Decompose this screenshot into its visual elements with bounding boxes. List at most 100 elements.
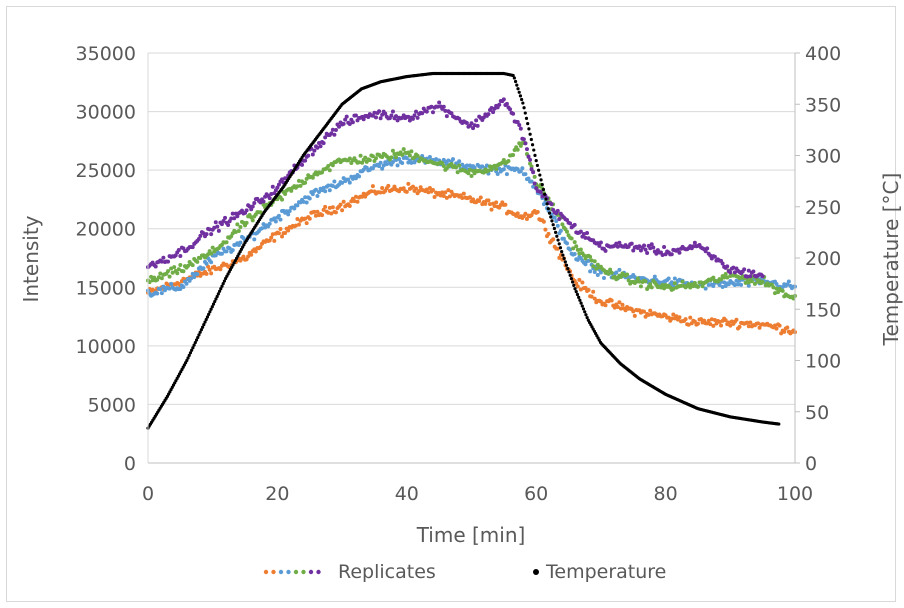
replicate-point [648, 246, 653, 251]
temperature-point [532, 148, 536, 152]
replicate-point [326, 163, 331, 168]
temperature-point [516, 87, 520, 91]
replicate-point [178, 287, 183, 292]
temperature-point [187, 353, 191, 357]
replicate-point [235, 222, 240, 227]
replicate-point [642, 243, 647, 248]
replicate-point [175, 271, 180, 276]
replicate-point [357, 160, 362, 165]
legend-replicate-dot [278, 569, 284, 575]
replicate-point [561, 236, 566, 241]
replicate-point [466, 171, 471, 176]
replicate-point [660, 252, 665, 257]
replicate-point [632, 313, 637, 318]
replicate-point [320, 213, 325, 218]
replicate-point [417, 189, 422, 193]
replicate-point [447, 194, 452, 199]
replicate-point [295, 203, 300, 208]
replicate-point [370, 154, 375, 159]
legend-replicate-dot [316, 569, 321, 575]
replicate-point [786, 279, 791, 284]
replicate-point [415, 153, 420, 158]
replicate-point [270, 232, 275, 237]
replicate-point [620, 302, 625, 307]
replicate-point [739, 282, 744, 287]
replicate-point [276, 213, 281, 218]
replicate-point [691, 244, 696, 249]
replicate-point [743, 280, 748, 285]
replicate-point [333, 128, 338, 133]
replicate-point [577, 277, 582, 282]
replicate-point [645, 250, 650, 255]
replicate-point [369, 189, 374, 194]
replicate-point [454, 165, 459, 170]
replicate-point [528, 157, 533, 162]
replicate-point [511, 152, 516, 157]
replicate-point [167, 274, 172, 279]
replicate-point [660, 282, 665, 287]
replicate-point [581, 253, 586, 258]
replicate-point [623, 308, 628, 313]
replicate-point [386, 183, 391, 188]
replicate-point [515, 147, 520, 152]
replicate-point [591, 264, 596, 269]
replicate-point [321, 141, 326, 146]
replicate-point [410, 184, 415, 189]
replicate-point [608, 267, 613, 272]
temperature-point [558, 246, 563, 250]
x-tick-label: 0 [142, 483, 154, 505]
replicate-point [330, 127, 335, 132]
replicate-point [283, 191, 288, 196]
replicate-point [722, 280, 727, 285]
replicate-point [441, 194, 446, 199]
replicate-point [147, 280, 152, 285]
replicate-point [552, 215, 557, 220]
replicate-point [426, 190, 431, 195]
replicate-point [746, 283, 751, 288]
replicate-point [757, 325, 762, 330]
replicate-point [595, 273, 600, 278]
replicate-point [774, 326, 779, 331]
temperature-point [530, 143, 535, 147]
temperature-point [192, 343, 196, 347]
replicate-point [307, 216, 312, 221]
replicate-point [583, 262, 588, 267]
replicate-point [209, 271, 214, 276]
replicate-point [323, 204, 328, 209]
replicate-point [176, 267, 181, 272]
replicate-point [280, 177, 285, 182]
replicate-point [195, 259, 200, 264]
replicate-point [272, 191, 277, 196]
temperature-point [573, 287, 577, 291]
replicate-point [337, 124, 342, 129]
replicate-point [706, 318, 711, 323]
replicate-point [652, 274, 657, 279]
replicate-point [578, 229, 583, 234]
gridlines [148, 52, 795, 405]
replicate-point [732, 270, 737, 275]
replicate-point [469, 174, 474, 179]
temperature-point [538, 173, 542, 177]
replicate-point [666, 276, 671, 281]
replicate-point [204, 232, 209, 237]
replicate-point [699, 280, 704, 285]
temperature-point [210, 305, 214, 309]
replicate-point [380, 154, 385, 159]
legend-replicates-markers [263, 569, 321, 575]
replicate-point [723, 318, 728, 323]
replicate-point [233, 230, 238, 235]
replicate-point [260, 226, 264, 231]
temperature-point [197, 333, 201, 337]
replicate-point [372, 110, 377, 115]
replicate-point [380, 185, 385, 190]
replicate-point [683, 317, 688, 322]
replicate-point [648, 308, 653, 313]
replicate-point [712, 254, 717, 259]
replicate-point [760, 274, 765, 279]
temperature-point [186, 356, 190, 360]
x-tick-label: 80 [654, 483, 678, 505]
replicate-point [535, 210, 540, 215]
replicate-point [555, 223, 560, 228]
temperature-point [191, 346, 195, 350]
